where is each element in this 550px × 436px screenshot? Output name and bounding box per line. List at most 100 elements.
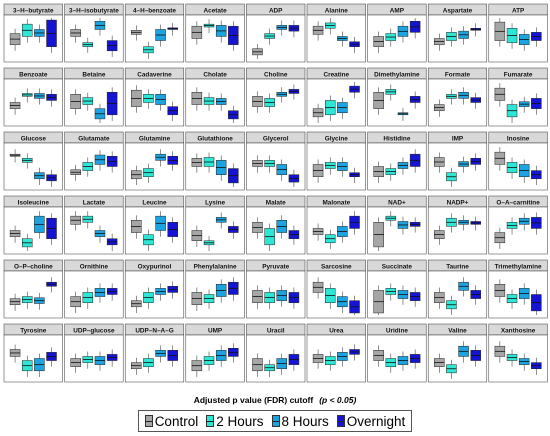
panel: NADP+ [427, 195, 488, 255]
panel: NAD+ [367, 195, 427, 255]
panel-title: Sarcosine [321, 263, 352, 270]
panel: Formate [427, 67, 488, 127]
panel-plot-area [124, 14, 185, 63]
panel: Ornithine [64, 259, 124, 319]
panel-title: Valine [448, 327, 467, 334]
panel: Glutamate [64, 131, 124, 191]
panel-title: Glycerol [263, 135, 289, 142]
panel: Succinate [367, 259, 427, 319]
panel-title: Glycine [325, 135, 349, 142]
panel-title: UDP–glucose [73, 327, 115, 334]
panel-title: Trimethylamine [495, 263, 542, 270]
panel: ADP [246, 3, 306, 63]
panel: Sarcosine [306, 259, 366, 319]
panel-title: Cholate [203, 71, 227, 78]
legend-entry-8-hours: 8 Hours [271, 413, 329, 429]
panel: 4–H–benzoate [124, 3, 185, 63]
panel-plot-area [306, 14, 366, 63]
panel-plot-area [488, 206, 548, 255]
panel-title: Lactate [83, 199, 106, 206]
legend: Control 2 Hours 8 Hours Overnight [138, 410, 412, 432]
legend-key-control [144, 415, 153, 427]
legend-key-8-hours [271, 415, 280, 427]
panel-plot-area [3, 270, 63, 319]
panel-title: Creatine [324, 71, 350, 78]
panel-title: IMP [452, 135, 464, 142]
panel-title: Pyruvate [262, 263, 289, 270]
panel-title: Uracil [267, 327, 285, 334]
panel-title: Acetate [204, 7, 228, 14]
panel-title: Urea [329, 327, 344, 334]
panel: 3–H–butyrate [3, 3, 63, 63]
panel-title: Malonate [322, 199, 350, 206]
panel-title: ATP [512, 7, 525, 14]
panel-title: Fumarate [504, 71, 533, 78]
panel: Inosine [488, 131, 548, 191]
panel-title: Lysine [205, 199, 225, 206]
panel: Glycine [306, 131, 366, 191]
panel: Lactate [64, 195, 124, 255]
panel: Malate [246, 195, 306, 255]
panel: Histidine [367, 131, 427, 191]
panel: Tyrosine [3, 323, 63, 383]
legend-label-8-hours: 8 Hours [281, 413, 329, 429]
panel: 3–H–isobutyrate [64, 3, 124, 63]
legend-entry-2-hours: 2 Hours [206, 413, 264, 429]
panel: Choline [246, 67, 306, 127]
panel-title: O–P–choline [14, 263, 53, 270]
panel-title: 4–H–benzoate [133, 7, 176, 14]
legend-label-overnight: Overnight [346, 413, 406, 429]
panel-title: Betaine [82, 71, 106, 78]
legend-label-control: Control [154, 413, 199, 429]
panel: Glutamine [124, 131, 185, 191]
panel-title: Isoleucine [18, 199, 50, 206]
panel: Leucine [124, 195, 185, 255]
panel-title: Glutathione [197, 135, 233, 142]
boxplot-grid: 3–H–butyrate 3–H–isobutyrate 4–H–benzoate A… [3, 3, 548, 383]
panel-title: NADP+ [447, 199, 469, 206]
x-axis-label-text: Adjusted p value (FDR) cutoff [193, 395, 314, 405]
panel-plot-area [488, 334, 548, 383]
panel: Glucose [3, 131, 63, 191]
panel: Acetate [185, 3, 245, 63]
panel: ATP [488, 3, 548, 63]
panel: Glutathione [185, 131, 245, 191]
panel-title: Tyrosine [20, 327, 47, 334]
panel-title: UMP [208, 327, 223, 334]
panel-title: Glutamate [78, 135, 110, 142]
panel-title: Taurine [446, 263, 469, 270]
panel: Alanine [306, 3, 366, 63]
panel-title: ADP [269, 7, 283, 14]
panel-title: Phenylalanine [194, 263, 237, 270]
panel-title: O–A–carnitine [496, 199, 540, 206]
panel-title: Aspartate [443, 7, 473, 14]
panel-title: Succinate [382, 263, 413, 270]
panel: Oxypurinol [124, 259, 185, 319]
panel: O–P–choline [3, 259, 63, 319]
panel: Fumarate [488, 67, 548, 127]
panel-plot-area [488, 142, 548, 191]
panel-title: Leucine [142, 199, 167, 206]
panel-title: Choline [264, 71, 288, 78]
panel-title: Glutamine [139, 135, 171, 142]
panel-title: Uridine [386, 327, 408, 334]
panel-plot-area [246, 14, 306, 63]
p-value-note: (p < 0.05) [319, 395, 357, 405]
legend-key-2-hours [206, 415, 215, 427]
panel: Malonate [306, 195, 366, 255]
panel: Uridine [367, 323, 427, 383]
panel-title: UDP–N–A–G [135, 327, 173, 334]
panel-plot-area [124, 270, 185, 319]
panel: Taurine [427, 259, 488, 319]
panel: Betaine [64, 67, 124, 127]
panel: Aspartate [427, 3, 488, 63]
panel-plot-area [64, 14, 124, 63]
panel-plot-area [124, 142, 185, 191]
legend-entry-overnight: Overnight [336, 413, 406, 429]
panel: Creatine [306, 67, 366, 127]
panel: AMP [367, 3, 427, 63]
legend-label-2-hours: 2 Hours [216, 413, 264, 429]
panel: IMP [427, 131, 488, 191]
panel: Lysine [185, 195, 245, 255]
panel-plot-area [3, 142, 63, 191]
